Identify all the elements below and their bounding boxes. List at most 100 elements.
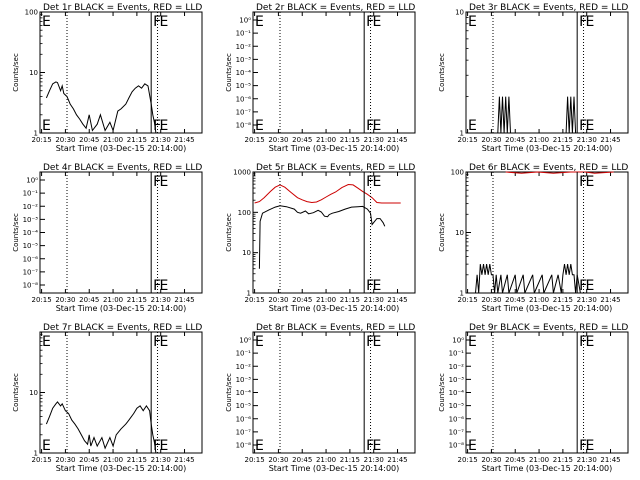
y-axis-label: Counts/sec xyxy=(225,373,233,412)
chart-title: Det 3r BLACK = Events, RED = LLD xyxy=(469,3,628,13)
series-line-1 xyxy=(475,264,581,294)
x-tick-label: 20:30 xyxy=(268,136,288,144)
series-line-2 xyxy=(505,171,614,174)
x-tick-label: 20:45 xyxy=(79,296,99,304)
x-tick-label: 20:45 xyxy=(505,456,525,464)
y-tick-label: 10⁻⁸ xyxy=(23,282,39,290)
chart-panel-5: Det 5r BLACK = Events, RED = LLD 20:15 20:… xyxy=(225,163,416,313)
x-tick-label: 20:30 xyxy=(55,456,75,464)
chart-title: Det 1r BLACK = Events, RED = LLD xyxy=(43,3,202,13)
series-line-1 xyxy=(258,205,386,269)
left-marker-bottom: E xyxy=(468,118,477,134)
y-axis-label: Counts/sec xyxy=(438,53,446,92)
x-tick-label: 20:15 xyxy=(457,136,477,144)
left-marker-top: E xyxy=(42,14,51,30)
x-axis-label: Start Time (03-Dec-15 20:14:00) xyxy=(269,144,400,153)
left-marker-top: E xyxy=(42,334,51,350)
x-axis-label: Start Time (03-Dec-15 20:14:00) xyxy=(56,304,187,313)
chart-panel-7: Det 7r BLACK = Events, RED = LLD 20:15 20:… xyxy=(12,323,203,473)
x-tick-label: 20:15 xyxy=(31,456,51,464)
y-tick-label: 10⁻³ xyxy=(236,376,252,384)
y-tick-label: 10⁻⁶ xyxy=(23,255,39,263)
y-tick-label: 100 xyxy=(25,9,38,17)
y-tick-label: 1 xyxy=(34,450,38,458)
x-tick-label: 21:30 xyxy=(577,136,597,144)
x-tick-label: 21:30 xyxy=(151,296,171,304)
y-tick-label: 10⁻¹ xyxy=(449,350,465,358)
marker-letter-top: E xyxy=(160,174,169,190)
y-tick-label: 10⁻³ xyxy=(23,216,39,224)
y-tick-label: 10⁻² xyxy=(236,43,252,51)
x-tick-label: 21:45 xyxy=(174,456,194,464)
x-axis-label: Start Time (03-Dec-15 20:14:00) xyxy=(56,144,187,153)
marker-letter-bottom: E xyxy=(586,438,595,454)
y-tick-label: 1 xyxy=(34,130,38,138)
chart-title: Det 4r BLACK = Events, RED = LLD xyxy=(43,163,202,173)
y-tick-label: 10⁻⁵ xyxy=(236,82,252,90)
x-tick-label: 21:30 xyxy=(364,296,384,304)
y-tick-label: 10⁻⁷ xyxy=(23,268,39,276)
x-tick-label: 21:00 xyxy=(103,296,123,304)
x-tick-label: 21:45 xyxy=(387,136,407,144)
y-tick-label: 10⁻⁴ xyxy=(23,229,39,237)
y-tick-label: 1000 xyxy=(233,169,251,177)
y-tick-label: 10⁻¹ xyxy=(236,350,252,358)
series-line-1 xyxy=(497,96,577,134)
y-tick-label: 10⁻² xyxy=(23,203,39,211)
x-tick-label: 20:45 xyxy=(292,136,312,144)
y-tick-label: 10⁻⁷ xyxy=(236,108,252,116)
y-tick-label: 10⁰ xyxy=(26,177,38,185)
y-tick-label: 10⁻¹ xyxy=(236,30,252,38)
chart-title: Det 2r BLACK = Events, RED = LLD xyxy=(256,3,415,13)
y-tick-label: 10⁻⁵ xyxy=(236,402,252,410)
y-tick-label: 10⁻⁸ xyxy=(236,442,252,450)
y-axis-label: Counts/sec xyxy=(12,373,20,412)
y-tick-label: 10⁻⁶ xyxy=(236,95,252,103)
x-tick-label: 21:00 xyxy=(316,456,336,464)
x-tick-label: 20:30 xyxy=(481,136,501,144)
plot-frame xyxy=(465,331,629,454)
x-axis-label: Start Time (03-Dec-15 20:14:00) xyxy=(482,304,613,313)
x-tick-label: 21:45 xyxy=(174,296,194,304)
x-tick-label: 20:30 xyxy=(268,296,288,304)
x-tick-label: 21:15 xyxy=(340,136,360,144)
x-axis-label: Start Time (03-Dec-15 20:14:00) xyxy=(269,464,400,473)
y-tick-label: 10⁻⁵ xyxy=(449,402,465,410)
x-tick-label: 20:15 xyxy=(244,136,264,144)
x-tick-label: 21:30 xyxy=(577,296,597,304)
chart-title: Det 7r BLACK = Events, RED = LLD xyxy=(43,323,202,333)
chart-panel-2: Det 2r BLACK = Events, RED = LLD 20:15 20:… xyxy=(225,3,416,153)
marker-letter-bottom: E xyxy=(373,278,382,294)
left-marker-top: E xyxy=(255,334,264,350)
marker-letter-bottom: E xyxy=(160,278,169,294)
y-tick-label: 1 xyxy=(460,290,464,298)
plot-frame xyxy=(465,171,629,294)
y-tick-label: 10⁻¹ xyxy=(23,190,39,198)
x-tick-label: 21:15 xyxy=(553,136,573,144)
left-marker-top: E xyxy=(468,14,477,30)
marker-letter-top: E xyxy=(586,174,595,190)
left-marker-bottom: E xyxy=(255,438,264,454)
marker-letter-bottom: E xyxy=(160,118,169,134)
x-tick-label: 20:15 xyxy=(31,296,51,304)
y-tick-label: 100 xyxy=(238,209,251,217)
x-tick-label: 21:15 xyxy=(127,296,147,304)
y-axis-label: Counts/sec xyxy=(12,53,20,92)
y-axis-label: Counts/sec xyxy=(225,53,233,92)
y-tick-label: 10⁻³ xyxy=(236,56,252,64)
plot-frame xyxy=(39,171,203,294)
y-tick-label: 10⁻² xyxy=(236,363,252,371)
chart-title: Det 8r BLACK = Events, RED = LLD xyxy=(256,323,415,333)
y-tick-label: 10⁰ xyxy=(239,17,251,25)
left-marker-bottom: E xyxy=(468,438,477,454)
y-tick-label: 10⁻⁶ xyxy=(449,415,465,423)
y-tick-label: 10 xyxy=(29,389,38,397)
x-tick-label: 20:30 xyxy=(268,456,288,464)
y-axis-label: Counts/sec xyxy=(225,213,233,252)
marker-letter-bottom: E xyxy=(373,438,382,454)
left-marker-bottom: E xyxy=(42,438,51,454)
x-tick-label: 21:15 xyxy=(340,296,360,304)
x-tick-label: 21:15 xyxy=(553,456,573,464)
marker-letter-top: E xyxy=(586,14,595,30)
